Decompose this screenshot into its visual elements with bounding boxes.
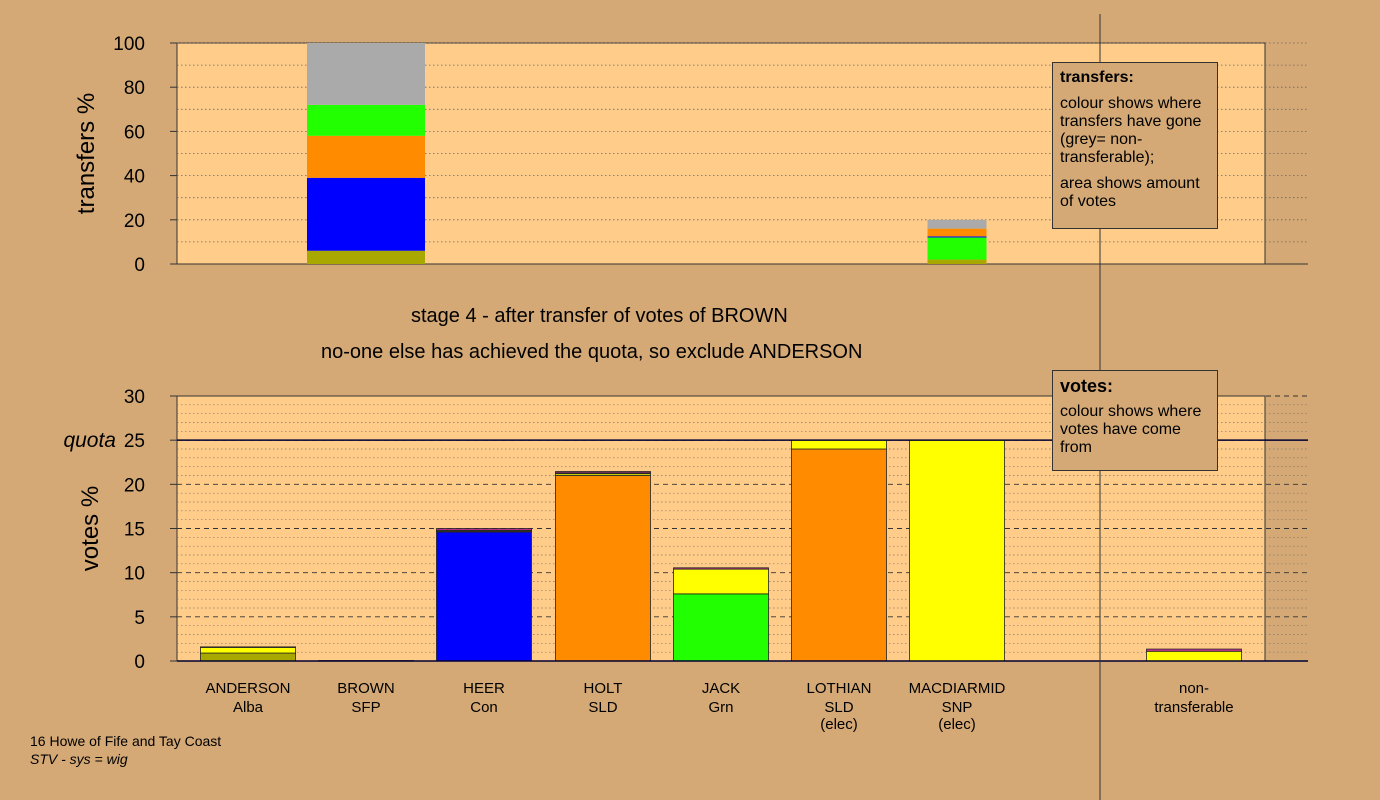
candidate-name-label: ANDERSON xyxy=(205,680,290,697)
vote-bar-macdiarmid-segment-snp xyxy=(909,439,1005,662)
transfers-legend-title: transfers: xyxy=(1060,69,1134,86)
vote-bar-heer-segment-sfp xyxy=(436,528,532,531)
votes-tick-label: 15 xyxy=(124,520,145,541)
candidate-name-label: LOTHIAN xyxy=(806,680,871,697)
transfers-legend-text-2: area shows amount of votes xyxy=(1060,175,1200,210)
votes-tick-label: 30 xyxy=(124,387,145,408)
system-label: STV - sys = wig xyxy=(30,751,128,767)
transfers-tick-label: 80 xyxy=(124,78,145,99)
votes-tick-label: 10 xyxy=(124,564,145,585)
candidate-note-label: (elec) xyxy=(820,716,858,733)
transfer-segment-sld xyxy=(927,228,987,237)
transfer-segment-alba xyxy=(927,259,987,264)
candidate-party-label: SFP xyxy=(351,699,380,716)
transfers-tick-label: 20 xyxy=(124,211,145,232)
votes-legend: votes: colour shows where votes have com… xyxy=(1052,370,1218,471)
transfer-segment-nontransferable xyxy=(307,43,425,105)
vote-bar-jack-segment-sfp xyxy=(673,567,769,570)
constituency-label: 16 Howe of Fife and Tay Coast xyxy=(30,733,222,749)
vote-bar-holt-segment-sfp xyxy=(555,471,651,474)
candidate-note-label: (elec) xyxy=(938,716,976,733)
votes-tick-label: 0 xyxy=(134,652,145,673)
vote-bar-holt-segment-sld xyxy=(555,475,651,662)
vote-bar-lothian-segment-snp xyxy=(791,439,887,450)
transfer-segment-nontransferable xyxy=(927,219,987,229)
votes-legend-text-1: colour shows where votes have come from xyxy=(1060,403,1202,456)
stage-line-2: no-one else has achieved the quota, so e… xyxy=(321,341,863,363)
vote-bar-jack-segment-snp xyxy=(673,568,769,595)
transfers-tick-label: 100 xyxy=(113,34,145,55)
quota-label: quota xyxy=(63,429,116,452)
candidate-name-label: HEER xyxy=(463,680,505,697)
candidate-name-label: JACK xyxy=(702,680,740,697)
votes-legend-title: votes: xyxy=(1060,376,1114,396)
transfer-segment-con xyxy=(307,177,425,251)
candidate-name-label: MACDIARMID xyxy=(909,680,1006,697)
vote-bar-jack-segment-grn xyxy=(673,593,769,662)
transfers-legend: transfers: colour shows where transfers … xyxy=(1052,62,1218,229)
nontransferable-label-1: non- xyxy=(1179,680,1209,697)
candidate-name-label: BROWN xyxy=(337,680,395,697)
candidate-party-label: Grn xyxy=(708,699,733,716)
transfers-tick-label: 60 xyxy=(124,122,145,143)
candidate-name-label: HOLT xyxy=(584,680,623,697)
candidate-party-label: Alba xyxy=(233,699,264,716)
transfer-segment-grn xyxy=(307,104,425,136)
vote-bar-nontransferable-segment-snp xyxy=(1146,650,1242,662)
nontransferable-label-2: transferable xyxy=(1154,699,1233,716)
candidate-party-label: SLD xyxy=(588,699,617,716)
vote-bar-anderson-segment-sfp xyxy=(200,646,296,648)
vote-bar-nontransferable-segment-sfp xyxy=(1146,648,1242,652)
transfer-segment-sld xyxy=(307,135,425,178)
transfers-axis-label: transfers % xyxy=(73,93,100,214)
votes-tick-label: 5 xyxy=(134,608,145,629)
vote-bar-anderson-segment-alba xyxy=(200,652,296,662)
candidate-party-label: Con xyxy=(470,699,498,716)
transfer-segment-grn xyxy=(927,237,987,260)
vote-bar-lothian-segment-sld xyxy=(791,448,887,662)
quota-value-label: 25 xyxy=(124,431,145,452)
stage-line-1: stage 4 - after transfer of votes of BRO… xyxy=(411,305,788,327)
transfers-legend-text-1: colour shows where transfers have gone (… xyxy=(1060,95,1202,166)
transfers-tick-label: 0 xyxy=(134,255,145,276)
transfer-segment-alba xyxy=(307,250,425,264)
candidate-party-label: SNP xyxy=(942,699,973,716)
candidate-party-label: SLD xyxy=(824,699,853,716)
votes-tick-label: 20 xyxy=(124,475,145,496)
transfer-segment-con xyxy=(927,236,987,238)
vote-bar-heer-segment-con xyxy=(436,531,532,662)
transfers-tick-label: 40 xyxy=(124,167,145,188)
votes-axis-label: votes % xyxy=(77,486,104,571)
footer: 16 Howe of Fife and Tay Coast STV - sys … xyxy=(30,732,221,768)
vote-bar-anderson-segment-snp xyxy=(200,646,296,654)
